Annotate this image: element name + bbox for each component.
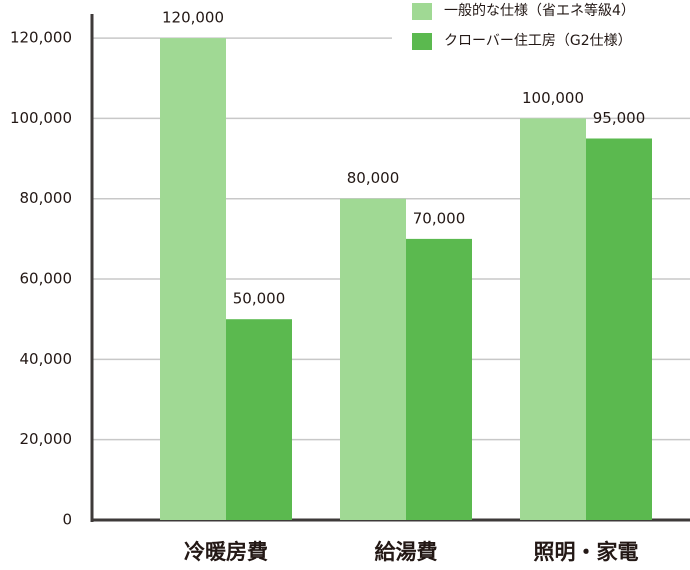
bar <box>340 198 406 520</box>
x-tick-label: 冷暖房費 <box>184 540 268 564</box>
y-tick-label: 40,000 <box>20 350 73 368</box>
value-label: 120,000 <box>162 9 224 27</box>
value-label: 80,000 <box>347 169 400 187</box>
y-tick-label: 60,000 <box>20 270 73 288</box>
legend-label: 一般的な仕様（省エネ等級4） <box>444 2 635 19</box>
y-tick-label: 20,000 <box>20 430 73 448</box>
legend-label: クローバー住工房（G2仕様） <box>444 33 632 49</box>
y-tick-label: 0 <box>62 511 72 529</box>
bar <box>226 319 292 520</box>
value-label: 70,000 <box>413 209 466 227</box>
legend-swatch <box>412 3 432 20</box>
legend-swatch <box>412 33 432 50</box>
x-tick-label: 給湯費 <box>375 540 438 564</box>
value-label: 100,000 <box>522 89 584 107</box>
y-tick-label: 100,000 <box>10 109 72 127</box>
legend-box <box>392 0 690 60</box>
bar <box>160 38 226 520</box>
value-label: 50,000 <box>233 290 286 308</box>
y-tick-label: 80,000 <box>20 189 73 207</box>
bar <box>406 238 472 520</box>
x-tick-label: 照明・家電 <box>534 540 639 564</box>
bar <box>520 118 586 521</box>
y-tick-label: 120,000 <box>10 29 72 47</box>
bar <box>586 138 652 520</box>
value-label: 95,000 <box>593 109 646 127</box>
